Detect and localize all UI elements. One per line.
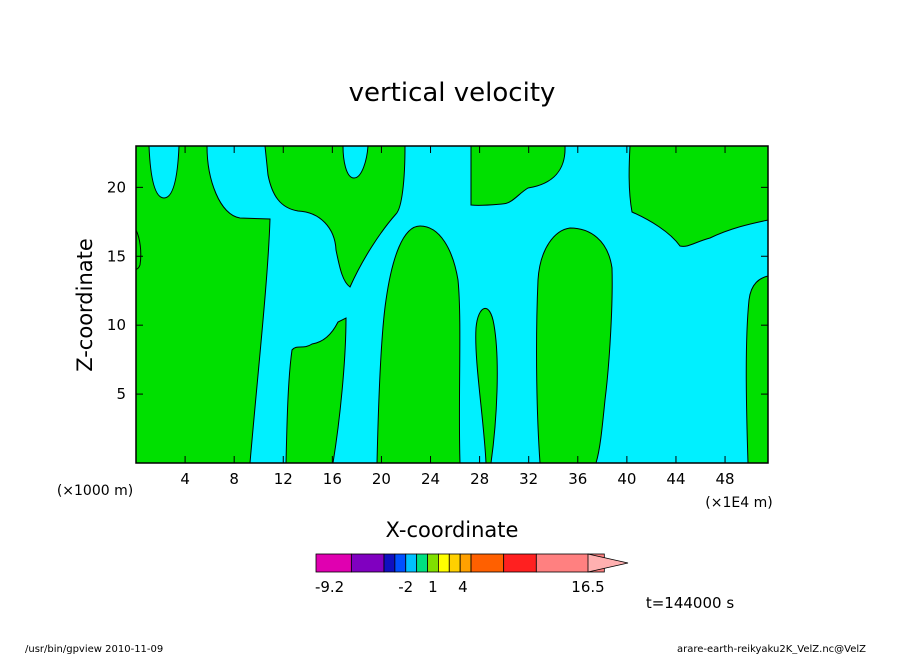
colorbar-segment <box>350 553 385 573</box>
y-axis-label: Z-coordinate <box>73 238 97 372</box>
y-tick-label: 10 <box>107 316 126 334</box>
x-units-right: (×1E4 m) <box>705 495 772 511</box>
colorbar-segment <box>437 553 450 573</box>
chart-title: vertical velocity <box>349 78 556 108</box>
colorbar-segment <box>416 553 428 573</box>
x-tick-label: 44 <box>666 470 685 488</box>
positive-region-top-right <box>628 146 768 247</box>
x-tick-label: 24 <box>421 470 440 488</box>
positive-regions <box>136 146 768 463</box>
colorbar-segment <box>470 553 505 573</box>
x-tick-label: 40 <box>617 470 636 488</box>
plot-frame <box>135 145 769 464</box>
colorbar-label: 4 <box>458 578 468 596</box>
x-axis-ticks: 4 8 12 16 20 24 28 32 36 40 44 48 <box>180 146 735 488</box>
x-tick-label: 48 <box>716 470 735 488</box>
x-tick-label: 12 <box>274 470 293 488</box>
time-label: t=144000 s <box>646 594 734 612</box>
colorbar-label: -9.2 <box>315 578 344 596</box>
y-tick-label: 15 <box>107 247 126 265</box>
positive-region-mid-lower <box>285 317 347 463</box>
colorbar-segment <box>503 553 537 573</box>
colorbar-segment <box>394 553 407 573</box>
y-tick-label: 20 <box>107 178 126 196</box>
colorbar-segment <box>383 553 396 573</box>
colorbar-label: -2 <box>398 578 413 596</box>
x-units-left: (×1000 m) <box>57 483 133 499</box>
x-tick-label: 4 <box>180 470 190 488</box>
colorbar-segment <box>405 553 418 573</box>
colorbar-labels: -9.2 -2 1 4 16.5 <box>315 578 605 596</box>
colorbar-segment <box>315 553 352 573</box>
x-tick-label: 32 <box>519 470 538 488</box>
colorbar-label: 16.5 <box>571 578 604 596</box>
x-tick-label: 28 <box>470 470 489 488</box>
x-tick-label: 8 <box>229 470 239 488</box>
positive-region-right-edge <box>745 275 768 463</box>
y-axis-ticks: 5 10 15 20 <box>107 178 768 403</box>
positive-region-left <box>136 146 271 463</box>
x-tick-label: 20 <box>372 470 391 488</box>
plot-area <box>136 146 768 463</box>
colorbar-segment <box>427 553 439 573</box>
colorbar-segment <box>448 553 461 573</box>
colorbar-label: 1 <box>428 578 438 596</box>
positive-region-upper-mid <box>264 146 406 288</box>
footer-left: /usr/bin/gpview 2010-11-09 <box>25 644 163 654</box>
footer-right: arare-earth-reikyaku2K_VelZ.nc@VelZ <box>677 644 866 654</box>
positive-region-center <box>376 225 461 463</box>
positive-region-right-center <box>536 227 613 463</box>
x-tick-label: 36 <box>568 470 587 488</box>
y-tick-label: 5 <box>116 385 126 403</box>
colorbar-extend-arrow <box>587 553 629 573</box>
x-axis-label: X-coordinate <box>386 518 519 542</box>
colorbar <box>315 553 629 573</box>
x-tick-label: 16 <box>323 470 342 488</box>
colorbar-segment <box>459 553 472 573</box>
positive-region-thin <box>475 308 498 463</box>
positive-region-top-right-mid <box>470 146 566 206</box>
